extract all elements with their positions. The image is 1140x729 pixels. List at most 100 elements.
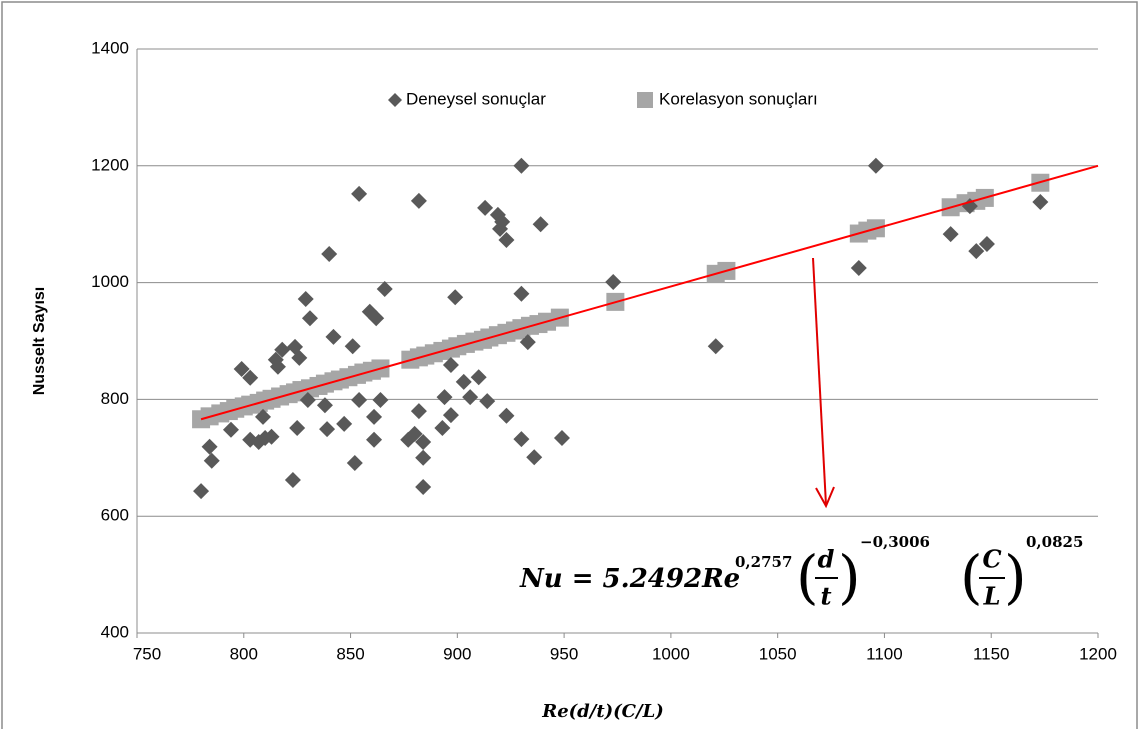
eq-frac: C (982, 545, 1001, 574)
point (321, 245, 338, 262)
point (415, 479, 432, 495)
point (269, 358, 286, 375)
point (301, 310, 318, 327)
point (436, 389, 453, 406)
eq-exp: 0,2757 (735, 553, 792, 571)
point (942, 226, 959, 243)
point (442, 356, 459, 373)
y-axis-label: Nusselt Sayısı (31, 287, 48, 396)
point (434, 420, 451, 437)
paren: ( (796, 543, 819, 611)
point (366, 408, 383, 425)
y-tick-label: 400 (101, 622, 129, 641)
point (410, 403, 427, 420)
point (297, 290, 314, 307)
point (201, 438, 218, 455)
point (233, 361, 250, 378)
x-tick-label: 900 (443, 644, 471, 663)
point (344, 338, 361, 355)
point (291, 349, 308, 366)
point (372, 391, 389, 408)
y-tick-label: 600 (101, 506, 129, 525)
x-tick-label: 1000 (652, 644, 690, 663)
point (479, 393, 496, 410)
point (526, 449, 543, 466)
point (850, 260, 867, 276)
point (1032, 194, 1049, 211)
equation: Nu = 5.2492Re 0,2757 ( d t ) −0,3006 ( C… (519, 533, 1083, 611)
point (494, 213, 511, 230)
point (455, 373, 472, 390)
paren: ( (960, 543, 983, 611)
point (553, 429, 570, 446)
point (978, 236, 995, 253)
x-tick-label: 1200 (1079, 644, 1117, 663)
point (498, 407, 515, 424)
arrow-shaft (812, 257, 827, 506)
point (961, 198, 978, 215)
point (193, 483, 210, 500)
arrow-head (815, 486, 835, 509)
point (299, 391, 316, 408)
point (319, 421, 336, 438)
x-tick-label: 1100 (866, 644, 903, 663)
x-tick-label: 950 (550, 644, 578, 663)
point (346, 455, 363, 472)
y-tick-label: 1400 (91, 38, 129, 57)
y-tick-label: 1200 (91, 155, 129, 174)
eq-exp: 0,0825 (1026, 533, 1083, 551)
legend-label: Deneysel sonuçlar (406, 89, 546, 108)
plot-area: 400 600 800 1000 1200 1400 750 800 850 900 950 1000… (91, 38, 1117, 663)
point (406, 425, 423, 442)
point (351, 391, 368, 408)
point (284, 471, 301, 488)
point (351, 185, 368, 202)
x-tick-label: 800 (230, 644, 258, 663)
point (513, 431, 530, 448)
y-tick-label: 1000 (91, 272, 129, 291)
x-axis-label: Re(d/t)(C/L) (541, 701, 664, 722)
point (415, 449, 432, 466)
point (968, 243, 985, 260)
eq-frac: L (983, 582, 1001, 611)
x-tick-label: 1150 (973, 644, 1010, 663)
point (867, 157, 884, 174)
point (263, 428, 280, 445)
point (222, 421, 239, 438)
paren: ) (838, 543, 861, 611)
x-tick-label: 1050 (759, 644, 797, 663)
point (477, 199, 494, 216)
point (325, 328, 342, 345)
point (274, 341, 291, 358)
point (242, 369, 259, 386)
point (513, 285, 530, 302)
point (498, 231, 515, 248)
point (366, 431, 383, 448)
eq-exp: −0,3006 (860, 533, 930, 551)
point (532, 216, 549, 233)
legend-marker (637, 92, 653, 108)
point (462, 389, 479, 406)
point (470, 369, 487, 386)
eq-frac: t (820, 582, 831, 611)
paren: ) (1004, 543, 1027, 611)
point (203, 452, 220, 469)
point (442, 407, 459, 424)
point (336, 415, 353, 432)
point (254, 408, 271, 425)
point (376, 281, 393, 298)
x-tick-label: 850 (336, 644, 364, 663)
eq-frac: d (818, 545, 835, 574)
y-tick-label: 800 (101, 389, 129, 408)
x-tick-label: 750 (133, 644, 161, 663)
eq-lhs: Nu = 5.2492Re (519, 564, 740, 594)
arrow (812, 257, 835, 509)
point (289, 420, 306, 437)
trendline (200, 164, 1099, 421)
point (316, 397, 333, 414)
point (513, 157, 530, 174)
legend-label: Korelasyon sonuçları (659, 89, 818, 108)
